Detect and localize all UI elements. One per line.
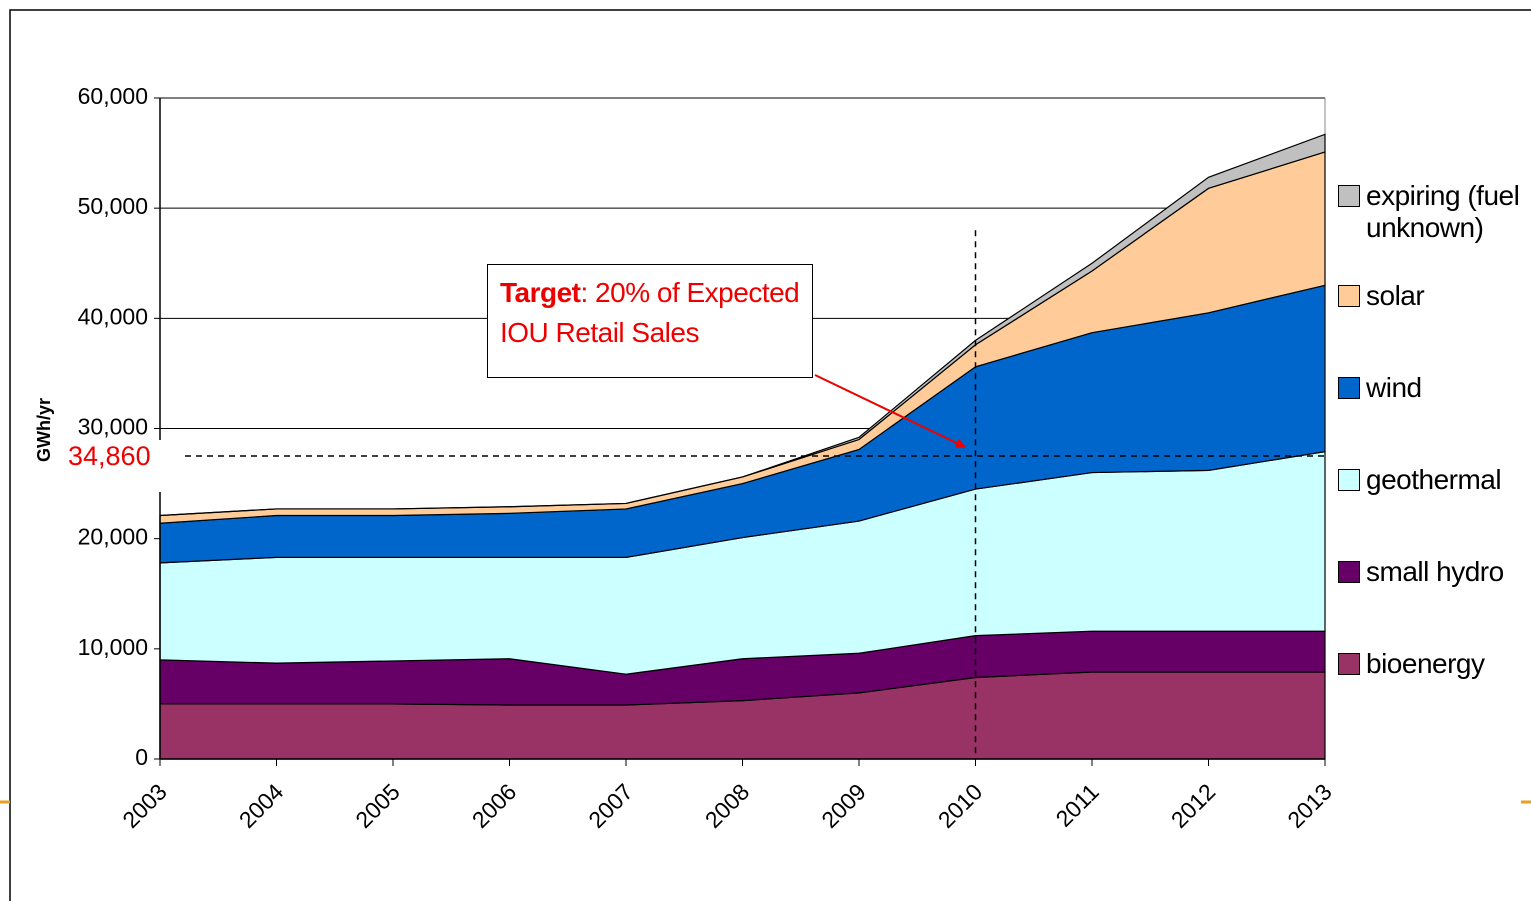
- legend-label: bioenergy: [1366, 648, 1485, 679]
- x-tick-label: 2004: [234, 778, 289, 833]
- annotation-text: : 20% of Expected IOU Retail Sales: [500, 277, 800, 348]
- x-tick-label: 2012: [1166, 778, 1221, 833]
- legend-label: small hydro: [1366, 556, 1504, 587]
- legend-label: geothermal: [1366, 464, 1502, 495]
- legend-item: solar: [1338, 280, 1528, 312]
- annotation-bold: Target: [500, 277, 581, 308]
- legend-item: geothermal: [1338, 464, 1528, 496]
- y-tick-label: 50,000: [78, 193, 148, 219]
- y-tick-label: 30,000: [78, 414, 148, 440]
- label-cover: [50, 440, 162, 493]
- y-tick-label: 10,000: [78, 634, 148, 660]
- area: [159, 133, 1326, 517]
- legend-swatch: [1338, 561, 1360, 583]
- y-tick-label: 40,000: [78, 303, 148, 329]
- legend-swatch: [1338, 185, 1360, 207]
- legend-swatch: [1338, 285, 1360, 307]
- x-tick-label: 2013: [1282, 778, 1337, 833]
- annotation-arrow: [814, 374, 966, 448]
- x-tick-label: 2010: [933, 778, 988, 833]
- y-axis-label: GWh/yr: [34, 398, 54, 462]
- frame: [9, 9, 1531, 901]
- target-label: 34,860: [68, 441, 151, 471]
- annotation: Target: 20% of Expected IOU Retail Sales: [487, 264, 813, 378]
- legend-swatch: [1338, 377, 1360, 399]
- legend-swatch: [1338, 469, 1360, 491]
- x-tick-label: 2003: [117, 778, 172, 833]
- y-tick-label: 20,000: [78, 524, 148, 550]
- legend-swatch: [1338, 653, 1360, 675]
- legend-label: wind: [1366, 372, 1422, 403]
- x-tick-label: 2006: [467, 778, 522, 833]
- legend-item: bioenergy: [1338, 648, 1528, 680]
- y-tick-label: 0: [135, 744, 148, 770]
- legend-item: wind: [1338, 372, 1528, 404]
- x-tick-label: 2005: [350, 778, 405, 833]
- x-tick-label: 2008: [700, 778, 755, 833]
- legend-label: solar: [1366, 280, 1425, 311]
- x-tick-label: 2009: [816, 778, 871, 833]
- x-tick-label: 2007: [583, 778, 638, 833]
- legend-label: expiring (fuel unknown): [1366, 180, 1520, 243]
- legend-item: expiring (fuel unknown): [1338, 180, 1528, 244]
- y-tick-label: 60,000: [78, 83, 148, 109]
- legend-item: small hydro: [1338, 556, 1528, 588]
- x-tick-label: 2011: [1050, 778, 1103, 831]
